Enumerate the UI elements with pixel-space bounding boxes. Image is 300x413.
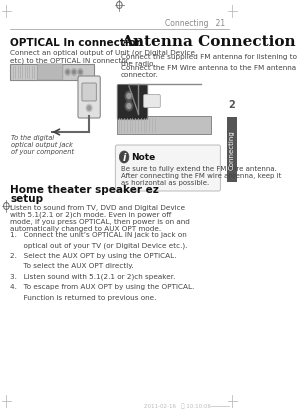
Circle shape: [88, 107, 91, 111]
FancyBboxPatch shape: [144, 95, 160, 108]
Circle shape: [127, 94, 131, 99]
Text: Be sure to fully extend the FM wire antenna.
After connecting the FM wire antenn: Be sure to fully extend the FM wire ante…: [121, 166, 281, 185]
FancyBboxPatch shape: [116, 146, 220, 192]
Text: 2011-02-16   오 10:10:06: 2011-02-16 오 10:10:06: [144, 402, 211, 408]
Text: 2.   Select the AUX OPT by using the OPTICAL.: 2. Select the AUX OPT by using the OPTIC…: [10, 252, 177, 259]
FancyBboxPatch shape: [117, 85, 148, 120]
Text: To select the AUX OPT directly.: To select the AUX OPT directly.: [10, 263, 134, 269]
FancyBboxPatch shape: [10, 65, 94, 81]
Circle shape: [125, 102, 133, 112]
Circle shape: [66, 71, 69, 74]
Text: To the digital
optical output jack
of your component: To the digital optical output jack of yo…: [11, 135, 74, 155]
FancyBboxPatch shape: [38, 65, 63, 81]
Text: Home theater speaker ez: Home theater speaker ez: [10, 185, 159, 195]
Circle shape: [79, 71, 82, 74]
Circle shape: [125, 92, 133, 102]
Text: Connecting   21: Connecting 21: [165, 19, 225, 28]
Circle shape: [73, 71, 75, 74]
Text: 1.   Connect the unit’s OPTICAL IN jack to jack on: 1. Connect the unit’s OPTICAL IN jack to…: [10, 231, 187, 237]
Circle shape: [127, 104, 131, 109]
Text: setup: setup: [10, 194, 44, 204]
Text: 4.   To escape from AUX OPT by using the OPTICAL.: 4. To escape from AUX OPT by using the O…: [10, 284, 195, 290]
Text: Connect the supplied FM antenna for listening to
the radio.: Connect the supplied FM antenna for list…: [121, 54, 297, 67]
Text: i: i: [122, 153, 126, 163]
Text: Listen to sound from TV, DVD and Digital Device
with 5.1(2.1 or 2)ch mode. Even : Listen to sound from TV, DVD and Digital…: [10, 204, 190, 232]
Text: 2: 2: [229, 100, 235, 110]
Text: Connect the FM Wire antenna to the FM antenna
connector.: Connect the FM Wire antenna to the FM an…: [121, 65, 296, 78]
Circle shape: [71, 69, 77, 76]
Text: Function is returned to previous one.: Function is returned to previous one.: [10, 294, 157, 300]
Text: Connect an optical output of Unit (or Digital Device
etc) to the OPTICAL IN conn: Connect an optical output of Unit (or Di…: [10, 50, 195, 64]
Circle shape: [119, 152, 129, 164]
Text: OPTICAL In connection: OPTICAL In connection: [10, 38, 143, 48]
FancyBboxPatch shape: [78, 77, 100, 119]
FancyBboxPatch shape: [117, 117, 211, 135]
Text: 3.   Listen sound with 5.1(2.1 or 2)ch speaker.: 3. Listen sound with 5.1(2.1 or 2)ch spe…: [10, 273, 176, 280]
FancyBboxPatch shape: [82, 84, 96, 102]
Text: Connecting: Connecting: [229, 131, 235, 170]
Circle shape: [78, 69, 83, 76]
Circle shape: [65, 69, 70, 76]
Circle shape: [86, 105, 92, 113]
Text: optical out of your TV (or Digital Device etc.).: optical out of your TV (or Digital Devic…: [10, 242, 188, 248]
FancyBboxPatch shape: [227, 118, 237, 183]
Text: Note: Note: [131, 153, 155, 161]
Text: Antenna Connection: Antenna Connection: [121, 35, 296, 49]
